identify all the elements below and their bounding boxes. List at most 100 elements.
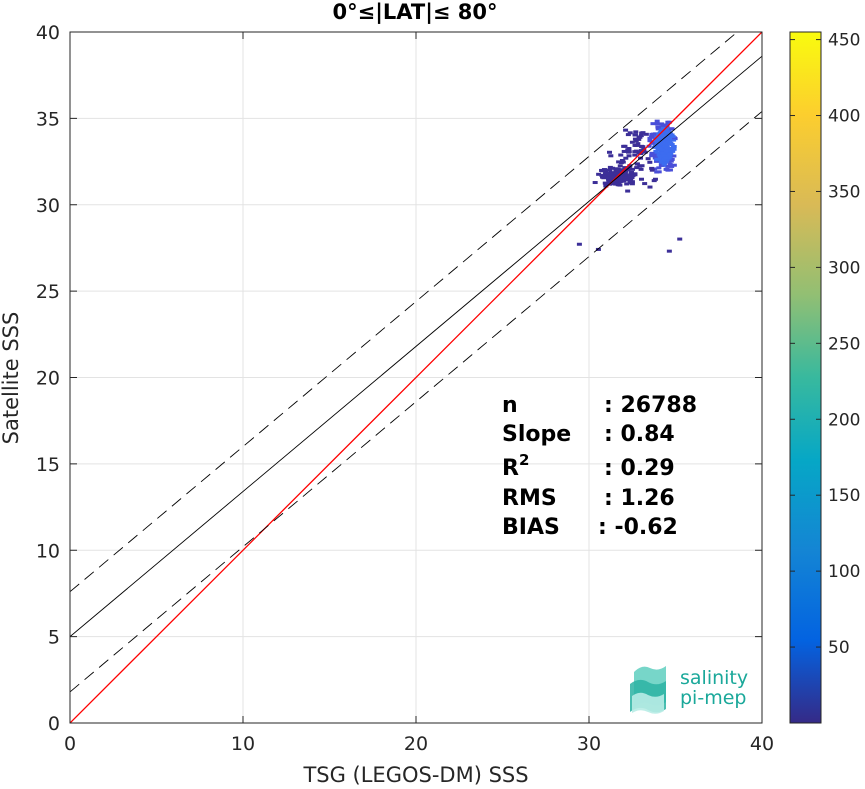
density-cell (654, 170, 660, 174)
density-cell (646, 144, 652, 148)
density-cell (657, 142, 663, 146)
density-cell (660, 147, 666, 151)
colorbar (789, 31, 822, 724)
y-tick-label: 35 (36, 108, 60, 130)
density-cell (666, 142, 672, 146)
density-cell (616, 181, 622, 185)
lower-bound-line (70, 111, 762, 693)
density-cell (658, 163, 664, 167)
density-cell (626, 150, 632, 154)
density-cell (661, 158, 667, 162)
regression-line (70, 55, 762, 637)
density-cell (638, 177, 644, 181)
x-tick-label: 40 (750, 733, 774, 755)
density-cell (667, 162, 673, 166)
density-cell (654, 122, 660, 126)
density-cell (615, 168, 621, 172)
density-cell (660, 141, 666, 145)
density-cell (636, 137, 642, 141)
density-cell (619, 158, 625, 162)
density-cell (654, 138, 660, 142)
density-cell (622, 176, 628, 180)
density-cell (617, 179, 623, 183)
density-cell (610, 166, 616, 170)
density-cell (625, 148, 631, 152)
density-cell (663, 149, 669, 153)
density-cell (671, 138, 677, 142)
density-cell (650, 122, 656, 126)
colorbar-tick-label: 200 (828, 410, 860, 430)
density-cell (603, 184, 609, 188)
density-cell (601, 175, 607, 179)
y-tick-label: 10 (36, 540, 60, 562)
density-cell (630, 174, 636, 178)
density-cell (623, 156, 629, 160)
salinity-pi-mep-logo: salinity pi-mep (630, 666, 748, 714)
colorbar-tick-label: 450 (828, 31, 860, 51)
density-cell (668, 127, 674, 131)
density-cell (633, 139, 639, 143)
density-cell (651, 153, 657, 157)
stat-rms-label: RMS (502, 486, 557, 511)
density-cell (623, 178, 629, 182)
density-cell (621, 144, 627, 148)
density-cell (651, 135, 657, 139)
colorbar-tick-label: 100 (828, 562, 860, 582)
density-cell (626, 154, 632, 158)
density-cell (657, 140, 663, 144)
density-cell (618, 161, 624, 165)
density-cell (576, 242, 582, 246)
density-cell (670, 149, 676, 153)
y-axis-label: Satellite SSS (0, 312, 23, 445)
density-cell (671, 163, 677, 167)
density-cell (611, 181, 617, 185)
density-cell (634, 143, 640, 147)
density-cell (607, 150, 613, 154)
stat-rms-value: : 1.26 (604, 486, 675, 511)
density-cell (637, 135, 643, 139)
density-cell (625, 133, 631, 137)
identity-line-extension (675, 32, 762, 119)
density-cell (655, 126, 661, 130)
density-cell (618, 153, 624, 157)
density-cell (663, 167, 669, 171)
density-cell (620, 178, 626, 182)
density-cell (667, 132, 673, 136)
stat-r2-value: : 0.29 (604, 456, 675, 481)
density-cell (629, 170, 635, 174)
density-cell (669, 164, 675, 168)
density-cell (666, 249, 672, 253)
y-tick-label: 5 (48, 627, 60, 649)
density-cell (632, 137, 638, 141)
density-cell (656, 166, 662, 170)
density-cell (663, 139, 669, 143)
density-cell (632, 133, 638, 137)
density-cell (616, 160, 622, 164)
density-cell (652, 140, 658, 144)
x-tick-label: 0 (64, 733, 76, 755)
density-cell (647, 185, 653, 189)
density-cell (663, 137, 669, 141)
reference-lines (70, 32, 762, 723)
density-cell (647, 136, 653, 140)
density-cell (666, 120, 672, 124)
density-cell (666, 156, 672, 160)
density-cell (670, 135, 676, 139)
density-cell (649, 151, 655, 155)
density-cell (625, 168, 631, 172)
density-cell (647, 139, 653, 143)
y-tick-label: 15 (36, 454, 60, 476)
density-cell (625, 173, 631, 177)
density-cell (663, 156, 669, 160)
density-cell (659, 132, 665, 136)
density-cell (643, 132, 649, 136)
colorbar-tick-label: 300 (828, 258, 860, 278)
density-cell (624, 182, 630, 186)
density-cell (664, 124, 670, 128)
density-cell (638, 167, 644, 171)
density-cell (603, 169, 609, 173)
density-cell (668, 159, 674, 163)
density-cell (661, 162, 667, 166)
density-cell (658, 128, 664, 132)
